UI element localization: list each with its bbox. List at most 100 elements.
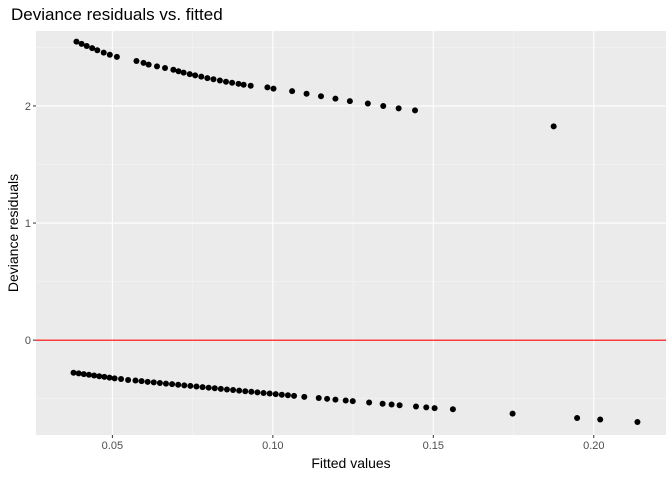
data-point bbox=[111, 375, 118, 382]
data-point bbox=[332, 396, 339, 403]
data-point bbox=[597, 416, 604, 423]
data-point bbox=[324, 395, 331, 402]
x-axis: 0.05 0.10 0.15 0.20 bbox=[102, 435, 605, 452]
data-point bbox=[162, 65, 169, 72]
data-point bbox=[144, 378, 151, 385]
data-point bbox=[236, 387, 243, 394]
chart-title: Deviance residuals vs. fitted bbox=[11, 5, 223, 24]
data-point bbox=[634, 419, 641, 426]
data-point bbox=[192, 72, 199, 79]
y-tick-label: 2 bbox=[25, 101, 31, 113]
data-point bbox=[574, 415, 581, 422]
data-point bbox=[125, 376, 132, 383]
data-point bbox=[284, 392, 291, 399]
data-point bbox=[254, 389, 261, 396]
data-point bbox=[180, 69, 187, 76]
data-point bbox=[449, 406, 456, 413]
data-point bbox=[222, 78, 229, 85]
data-point bbox=[412, 107, 419, 114]
data-point bbox=[230, 387, 237, 394]
data-point bbox=[317, 93, 324, 100]
data-point bbox=[431, 405, 438, 412]
data-point bbox=[132, 377, 139, 384]
data-point bbox=[150, 379, 157, 386]
data-point bbox=[216, 77, 223, 84]
plot-panel bbox=[36, 31, 666, 435]
data-point bbox=[94, 47, 101, 54]
data-point bbox=[210, 76, 217, 83]
data-point bbox=[550, 123, 557, 130]
data-points bbox=[70, 38, 641, 426]
x-tick-label: 0.15 bbox=[423, 440, 444, 452]
data-point bbox=[395, 105, 402, 112]
data-point bbox=[100, 49, 107, 56]
data-point bbox=[364, 100, 371, 107]
data-point bbox=[315, 394, 322, 401]
data-point bbox=[240, 81, 247, 88]
data-point bbox=[89, 45, 96, 52]
data-point bbox=[270, 85, 277, 92]
data-point bbox=[303, 90, 310, 97]
data-point bbox=[169, 381, 176, 388]
data-point bbox=[175, 68, 182, 75]
y-axis: 0 1 2 bbox=[25, 101, 36, 347]
data-point bbox=[342, 397, 349, 404]
data-point bbox=[78, 40, 85, 47]
data-point bbox=[187, 382, 194, 389]
data-point bbox=[366, 399, 373, 406]
data-point bbox=[278, 391, 285, 398]
data-point bbox=[509, 410, 516, 417]
data-point bbox=[412, 403, 419, 410]
data-point bbox=[199, 384, 206, 391]
x-tick-label: 0.05 bbox=[102, 440, 123, 452]
data-point bbox=[211, 385, 218, 392]
data-point bbox=[247, 82, 254, 89]
y-axis-title: Deviance residuals bbox=[5, 174, 21, 292]
data-point bbox=[138, 378, 145, 385]
data-point bbox=[106, 374, 113, 381]
data-point bbox=[301, 393, 308, 400]
data-point bbox=[396, 402, 403, 409]
data-point bbox=[70, 369, 77, 376]
data-point bbox=[229, 79, 236, 86]
data-point bbox=[193, 383, 200, 390]
data-point bbox=[235, 80, 242, 87]
data-point bbox=[266, 390, 273, 397]
data-point bbox=[91, 372, 98, 379]
data-point bbox=[145, 61, 152, 68]
y-tick-label: 1 bbox=[25, 218, 31, 230]
data-point bbox=[153, 63, 160, 70]
data-point bbox=[260, 389, 267, 396]
data-point bbox=[75, 370, 82, 377]
data-point bbox=[272, 391, 279, 398]
data-point bbox=[80, 371, 87, 378]
data-point bbox=[423, 404, 430, 411]
data-point bbox=[106, 51, 113, 58]
data-point bbox=[346, 98, 353, 105]
data-point bbox=[118, 376, 125, 383]
data-point bbox=[198, 73, 205, 80]
data-point bbox=[217, 385, 224, 392]
data-point bbox=[83, 42, 90, 49]
data-point bbox=[181, 382, 188, 389]
data-point bbox=[175, 381, 182, 388]
data-point bbox=[223, 386, 230, 393]
y-tick-label: 0 bbox=[25, 335, 31, 347]
data-point bbox=[85, 371, 92, 378]
data-point bbox=[388, 401, 395, 408]
data-point bbox=[113, 53, 120, 60]
data-point bbox=[186, 71, 193, 78]
data-point bbox=[73, 38, 80, 45]
data-point bbox=[205, 384, 212, 391]
data-point bbox=[96, 373, 103, 380]
x-tick-label: 0.20 bbox=[583, 440, 604, 452]
data-point bbox=[162, 380, 169, 387]
data-point bbox=[101, 373, 108, 380]
data-point bbox=[170, 66, 177, 73]
data-point bbox=[289, 88, 296, 95]
data-point bbox=[140, 59, 147, 66]
data-point bbox=[380, 102, 387, 109]
minor-gridlines bbox=[36, 31, 666, 435]
data-point bbox=[291, 392, 298, 399]
